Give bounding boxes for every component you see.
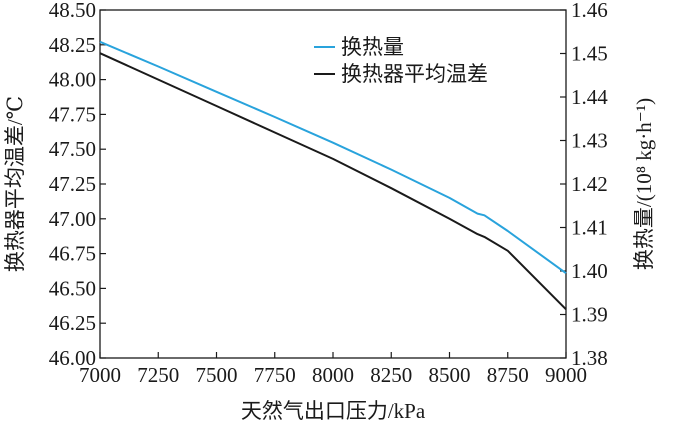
right-y-axis: 1.38 1.39 1.40 1.41 1.42 1.43 1.44 1.45 1.46 <box>560 0 608 370</box>
y-left-tick-label: 46.00 <box>49 346 96 370</box>
y-left-tick-label: 46.50 <box>49 276 96 300</box>
y-right-tick-label: 1.42 <box>571 172 608 196</box>
y-left-tick-label: 47.25 <box>49 172 96 196</box>
y-left-tick-label: 47.75 <box>49 102 96 126</box>
y-left-tick-label: 47.50 <box>49 137 96 161</box>
series-lines <box>99 40 567 311</box>
x-tick-label: 8500 <box>429 363 471 387</box>
y-left-tick-label: 47.00 <box>49 207 96 231</box>
y-right-tick-label: 1.41 <box>571 216 608 240</box>
left-y-axis: 46.00 46.25 46.50 46.75 47.00 47.25 47.50 47.75… <box>49 0 106 370</box>
x-axis: 7000 7250 7500 7750 8000 8250 8500 8750 9000 <box>79 352 587 387</box>
x-tick-label: 8250 <box>370 363 412 387</box>
y-right-tick-label: 1.40 <box>571 259 608 283</box>
y-right-tick-label: 1.43 <box>571 129 608 153</box>
legend-label-mean-temp-diff: 换热器平均温差 <box>341 62 488 86</box>
y-right-tick-label: 1.45 <box>571 42 608 66</box>
y-right-tick-label: 1.44 <box>571 85 608 109</box>
plot-frame <box>99 9 567 359</box>
x-tick-label: 8750 <box>487 363 529 387</box>
x-tick-label: 7000 <box>79 363 121 387</box>
y-right-tick-label: 1.46 <box>571 0 608 22</box>
x-tick-label: 9000 <box>545 363 587 387</box>
legend: 换热量 换热器平均温差 <box>314 35 488 86</box>
y-right-tick-label: 1.38 <box>571 346 608 370</box>
y-left-tick-label: 48.00 <box>49 68 96 92</box>
y-left-tick-label: 46.75 <box>49 242 96 266</box>
y-left-tick-label: 48.50 <box>49 0 96 22</box>
x-tick-label: 8000 <box>312 363 354 387</box>
left-y-axis-label: 换热器平均温差/℃ <box>3 96 27 272</box>
y-right-tick-label: 1.39 <box>571 303 608 327</box>
y-left-tick-label: 46.25 <box>49 311 96 335</box>
legend-label-heat-duty: 换热量 <box>341 35 404 59</box>
right-y-axis-label: 换热量/(10⁸ kg·h⁻¹) <box>632 98 656 270</box>
x-tick-label: 7500 <box>196 363 238 387</box>
series-line-1 <box>99 52 567 311</box>
x-tick-label: 7250 <box>137 363 179 387</box>
y-left-tick-label: 48.25 <box>49 33 96 57</box>
x-axis-label: 天然气出口压力/kPa <box>241 399 426 423</box>
x-tick-label: 7750 <box>254 363 296 387</box>
series-line-0 <box>99 40 567 275</box>
